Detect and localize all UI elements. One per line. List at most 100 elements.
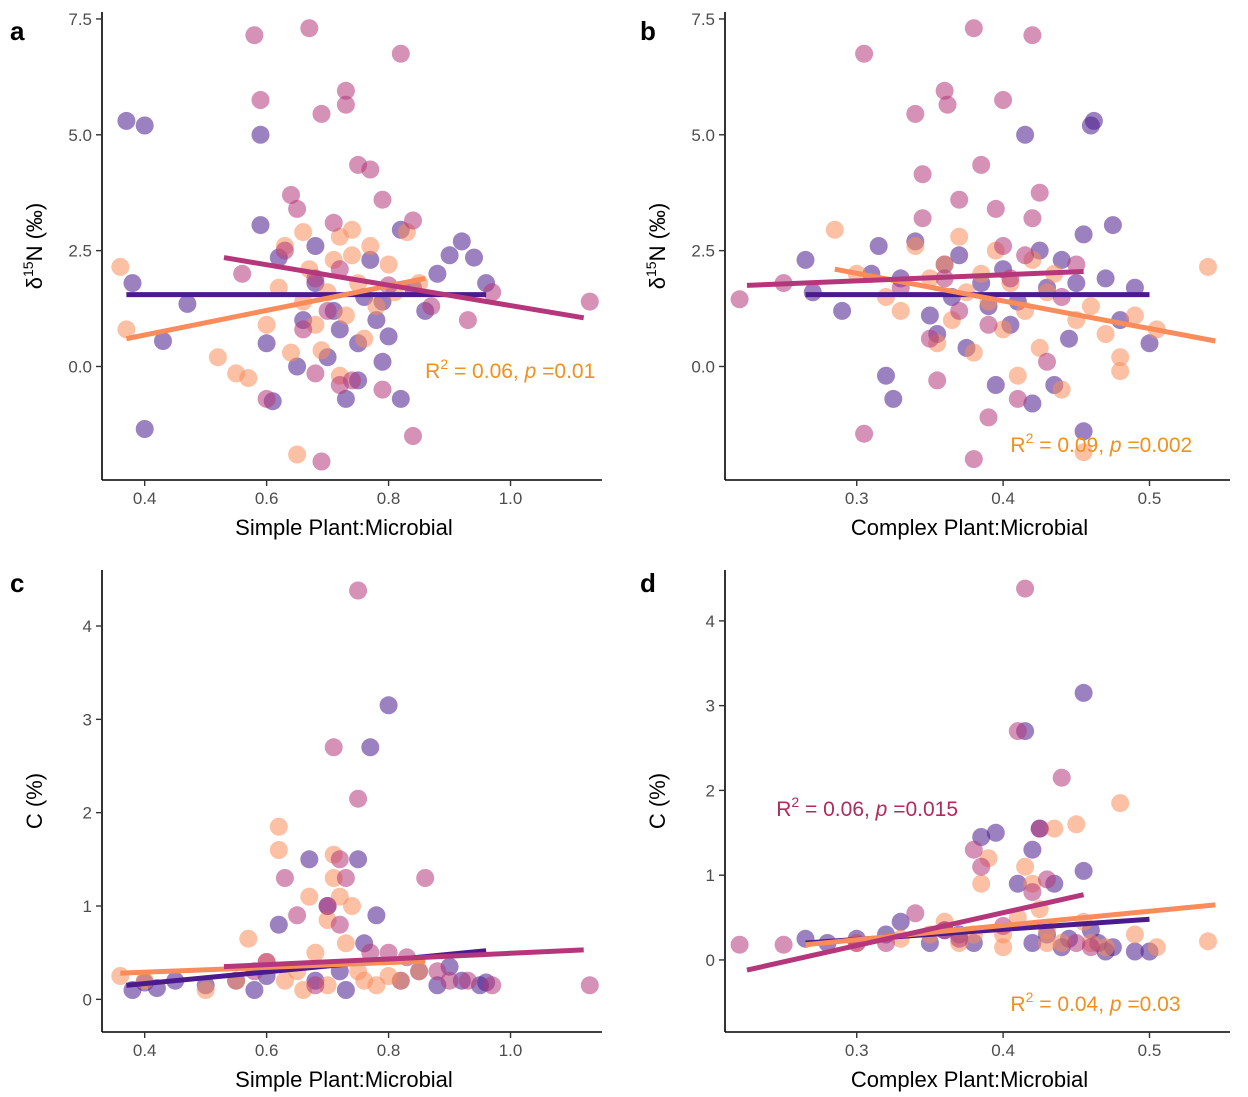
scatter-point bbox=[1111, 348, 1130, 367]
y-tick-label: 2 bbox=[83, 804, 92, 823]
scatter-point bbox=[1016, 579, 1035, 598]
scatter-point bbox=[1008, 722, 1027, 741]
scatter-point bbox=[294, 320, 313, 339]
scatter-point bbox=[306, 364, 325, 383]
stat-r-value: = 0.06, bbox=[448, 360, 524, 383]
x-axis-title: Simple Plant:Microbial bbox=[235, 1067, 453, 1092]
scatter-point bbox=[111, 967, 130, 985]
scatter-point bbox=[972, 874, 991, 893]
scatter-point bbox=[379, 327, 398, 346]
stat-r: R bbox=[425, 360, 440, 383]
stat-p: p bbox=[524, 360, 537, 383]
scatter-point bbox=[282, 186, 300, 204]
scatter-point bbox=[391, 389, 410, 408]
scatter-point bbox=[361, 250, 380, 269]
scatter-point bbox=[950, 246, 969, 265]
panel-label: d bbox=[640, 568, 656, 598]
scatter-point bbox=[994, 320, 1013, 339]
scatter-point bbox=[774, 935, 793, 954]
scatter-point bbox=[275, 971, 294, 990]
scatter-point bbox=[1023, 394, 1042, 413]
points-layer bbox=[111, 581, 599, 999]
y-tick-label: 3 bbox=[706, 697, 715, 716]
y-tick-label: 0.0 bbox=[68, 357, 92, 376]
y-tick-label: 2.5 bbox=[691, 242, 715, 261]
scatter-point bbox=[1084, 111, 1103, 130]
scatter-point bbox=[1125, 942, 1144, 961]
scatter-point bbox=[257, 389, 276, 408]
scatter-point bbox=[245, 26, 264, 45]
scatter-point bbox=[349, 850, 368, 869]
y-tick-label: 5.0 bbox=[68, 126, 92, 145]
scatter-point bbox=[428, 962, 447, 981]
scatter-point bbox=[257, 315, 276, 334]
scatter-point bbox=[1074, 683, 1093, 702]
scatter-point bbox=[825, 220, 844, 239]
scatter-point bbox=[135, 116, 154, 135]
scatter-point bbox=[1038, 352, 1056, 371]
x-tick-label: 1.0 bbox=[499, 489, 523, 508]
stat-p: p bbox=[1109, 993, 1122, 1016]
scatter-point bbox=[1030, 183, 1049, 202]
scatter-point bbox=[117, 320, 136, 339]
scatter-point bbox=[928, 371, 947, 390]
trend-line bbox=[223, 255, 585, 321]
scatter-point bbox=[288, 445, 307, 464]
stat-r-value: = 0.06, bbox=[799, 798, 875, 821]
stat-r: R bbox=[1010, 434, 1025, 457]
scatter-point bbox=[410, 962, 429, 981]
scatter-point bbox=[1038, 934, 1056, 952]
scatter-point bbox=[1052, 250, 1071, 269]
stat-p-value: =0.03 bbox=[1122, 993, 1181, 1016]
panel-c: c 0 1 2 3 4 0.4 0.6 0.8 1.0 Simple Plant:Microbial… bbox=[10, 568, 602, 1092]
x-tick-label: 0.4 bbox=[133, 489, 157, 508]
scatter-point bbox=[1074, 225, 1093, 244]
scatter-point bbox=[373, 380, 392, 399]
scatter-point bbox=[730, 935, 749, 954]
scatter-point bbox=[312, 104, 331, 123]
points-layer bbox=[111, 19, 599, 471]
scatter-point bbox=[275, 869, 294, 887]
y-axis-title-superscript: 15 bbox=[643, 261, 659, 277]
scatter-point bbox=[833, 301, 852, 320]
scatter-point bbox=[404, 211, 422, 230]
scatter-point bbox=[379, 696, 398, 715]
scatter-point bbox=[367, 906, 386, 925]
scatter-point bbox=[730, 290, 749, 309]
scatter-point bbox=[306, 943, 325, 962]
scatter-point bbox=[269, 915, 288, 934]
scatter-point bbox=[458, 971, 477, 990]
y-tick-label: 1 bbox=[83, 897, 92, 916]
x-tick-label: 0.3 bbox=[845, 1041, 869, 1060]
scatter-point bbox=[288, 357, 307, 376]
y-tick-label: 1 bbox=[706, 866, 715, 885]
x-tick-label: 0.4 bbox=[133, 1041, 157, 1060]
scatter-point bbox=[979, 408, 998, 427]
scatter-point bbox=[324, 738, 343, 757]
panel-label: a bbox=[10, 16, 25, 46]
scatter-point bbox=[1074, 443, 1093, 462]
scatter-point bbox=[306, 237, 325, 255]
stat-r-superscript: 2 bbox=[440, 356, 448, 372]
y-tick-label: 2 bbox=[706, 781, 715, 800]
scatter-point bbox=[1016, 125, 1035, 144]
scatter-point bbox=[367, 311, 386, 330]
scatter-point bbox=[196, 981, 215, 999]
x-tick-label: 1.0 bbox=[499, 1041, 523, 1060]
scatter-point bbox=[300, 887, 319, 906]
scatter-point bbox=[913, 209, 932, 228]
scatter-point bbox=[580, 292, 599, 311]
scatter-point bbox=[355, 329, 374, 348]
scatter-point bbox=[208, 348, 227, 367]
scatter-point bbox=[1103, 216, 1122, 235]
stat-r-value: = 0.09, bbox=[1033, 434, 1109, 457]
scatter-point bbox=[117, 111, 136, 130]
scatter-point bbox=[1067, 274, 1086, 293]
scatter-point bbox=[891, 301, 910, 320]
y-tick-label: 3 bbox=[83, 710, 92, 729]
scatter-point bbox=[123, 274, 142, 293]
scatter-point bbox=[361, 237, 380, 255]
panel-b: b 0.0 2.5 5.0 7.5 0.3 0.4 0.5 Complex Plant:Micr… bbox=[640, 10, 1230, 540]
x-tick-label: 0.4 bbox=[991, 489, 1015, 508]
scatter-point bbox=[938, 95, 957, 114]
